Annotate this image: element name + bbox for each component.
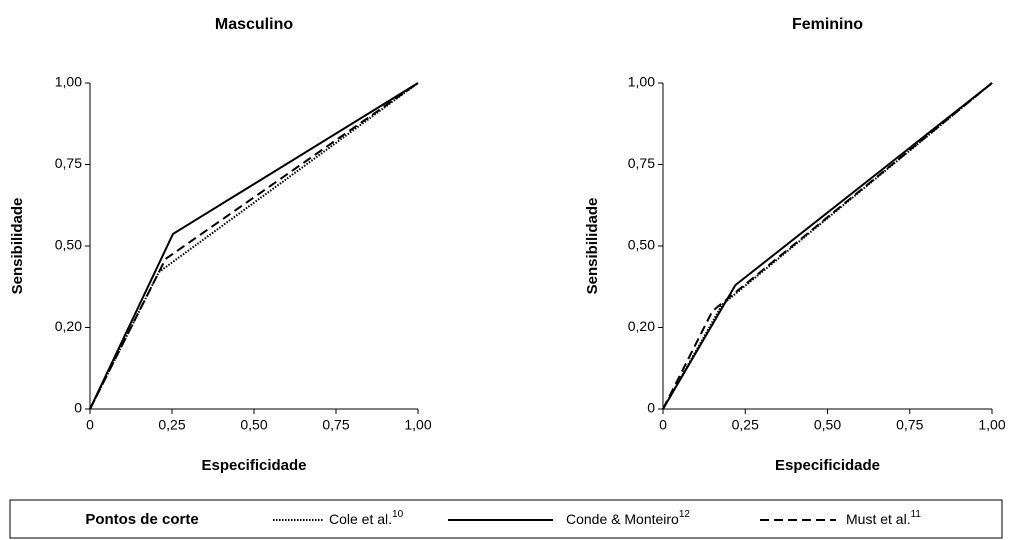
roc-line — [89, 82, 419, 410]
chart-title: Feminino — [792, 16, 863, 33]
x-tick-label: 0,25 — [158, 417, 185, 433]
legend-name: Cole et al. — [329, 511, 392, 527]
x-axis-label: Especificidade — [775, 457, 880, 474]
legend-superscript: 11 — [911, 509, 922, 520]
x-tick-label: 1,00 — [404, 417, 431, 433]
y-axis-label: Sensibilidade — [9, 198, 26, 295]
y-tick-label: 0 — [74, 400, 82, 416]
y-tick-label: 1,00 — [55, 74, 82, 90]
y-tick-label: 0,50 — [55, 237, 82, 253]
legend-label: Must et al.11 — [846, 509, 921, 527]
legend-label: Conde & Monteiro12 — [566, 509, 690, 527]
x-tick-label: 0,75 — [322, 417, 349, 433]
x-tick-label: 0,50 — [814, 417, 841, 433]
y-tick-label: 0,50 — [628, 237, 655, 253]
y-tick-label: 0 — [647, 400, 655, 416]
roc-line — [662, 82, 993, 410]
x-tick-label: 0 — [659, 417, 667, 433]
roc-line — [89, 82, 419, 410]
y-tick-label: 0,75 — [628, 155, 655, 171]
legend-name: Must et al. — [846, 511, 911, 527]
legend-box — [9, 499, 1003, 539]
legend-title: Pontos de corte — [85, 511, 198, 528]
y-tick-label: 1,00 — [628, 74, 655, 90]
y-tick-label: 0,75 — [55, 155, 82, 171]
roc-line — [89, 82, 419, 410]
x-tick-label: 0 — [86, 417, 94, 433]
x-tick-label: 0,50 — [240, 417, 267, 433]
chart-title: Masculino — [215, 16, 293, 33]
x-tick-label: 1,00 — [978, 417, 1005, 433]
legend-name: Conde & Monteiro — [566, 511, 679, 527]
x-tick-label: 0,25 — [732, 417, 759, 433]
y-axis-label: Sensibilidade — [584, 198, 601, 295]
legend-superscript: 12 — [679, 509, 691, 520]
roc-line — [662, 82, 993, 410]
legend-superscript: 10 — [392, 509, 404, 520]
x-axis-label: Especificidade — [201, 457, 306, 474]
legend-label: Cole et al.10 — [329, 509, 404, 527]
x-tick-label: 0,75 — [896, 417, 923, 433]
y-tick-label: 0,20 — [55, 318, 82, 334]
y-tick-label: 0,20 — [628, 318, 655, 334]
roc-line — [662, 82, 993, 410]
